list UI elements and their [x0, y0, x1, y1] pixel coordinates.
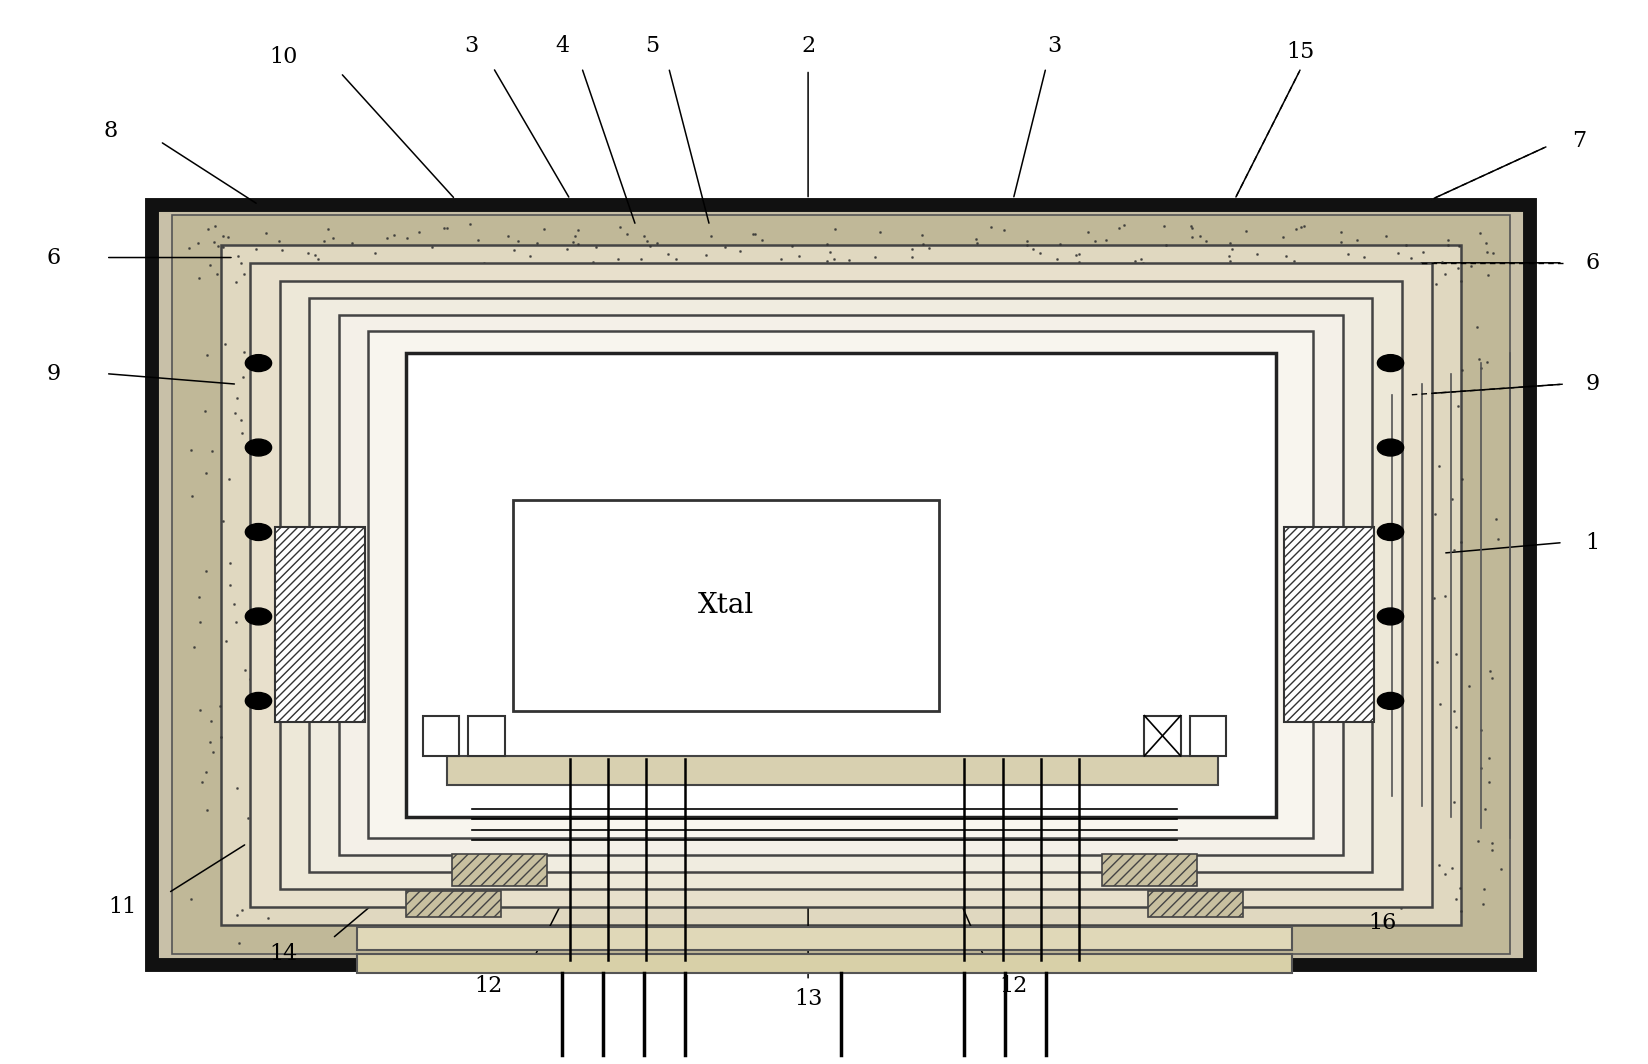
- Text: 6: 6: [1584, 252, 1599, 273]
- Text: 3: 3: [465, 35, 478, 57]
- Bar: [452, 854, 547, 885]
- Text: 8: 8: [104, 120, 119, 142]
- Bar: [356, 954, 1292, 974]
- Text: 9: 9: [46, 363, 61, 385]
- Circle shape: [1376, 439, 1402, 456]
- Bar: [1190, 716, 1226, 755]
- Bar: [356, 927, 1292, 950]
- Text: 11: 11: [109, 896, 137, 918]
- Bar: [1101, 854, 1196, 885]
- Bar: [275, 527, 364, 722]
- Text: 7: 7: [1571, 131, 1585, 152]
- Bar: [405, 352, 1276, 817]
- Bar: [468, 716, 504, 755]
- Text: 13: 13: [793, 987, 822, 1010]
- Bar: [221, 245, 1460, 925]
- Bar: [1284, 527, 1373, 722]
- Bar: [368, 331, 1312, 838]
- Bar: [422, 716, 458, 755]
- Text: 10: 10: [269, 46, 297, 68]
- Bar: [1144, 716, 1180, 755]
- Bar: [280, 281, 1401, 888]
- Bar: [1147, 891, 1243, 917]
- Circle shape: [246, 693, 272, 710]
- Circle shape: [1376, 354, 1402, 371]
- Text: 12: 12: [999, 975, 1027, 997]
- Bar: [310, 298, 1371, 871]
- Bar: [152, 204, 1529, 965]
- Text: 15: 15: [1285, 40, 1313, 63]
- Text: 6: 6: [46, 247, 61, 268]
- Text: 2: 2: [801, 35, 814, 57]
- Text: 4: 4: [555, 35, 569, 57]
- Circle shape: [1376, 693, 1402, 710]
- Circle shape: [246, 523, 272, 541]
- Bar: [513, 500, 939, 712]
- Text: Xtal: Xtal: [697, 593, 753, 619]
- Bar: [171, 215, 1510, 954]
- Text: 9: 9: [1584, 373, 1599, 395]
- Text: 1: 1: [1584, 532, 1599, 553]
- Bar: [250, 263, 1430, 907]
- Bar: [338, 315, 1341, 855]
- Circle shape: [246, 439, 272, 456]
- Text: 12: 12: [473, 975, 503, 997]
- Circle shape: [246, 354, 272, 371]
- Bar: [447, 755, 1218, 785]
- Bar: [405, 891, 501, 917]
- Circle shape: [1376, 608, 1402, 625]
- Text: 5: 5: [644, 35, 659, 57]
- Circle shape: [246, 608, 272, 625]
- Text: 3: 3: [1046, 35, 1061, 57]
- Text: 14: 14: [269, 944, 297, 965]
- Circle shape: [1376, 523, 1402, 541]
- Text: 16: 16: [1368, 912, 1396, 933]
